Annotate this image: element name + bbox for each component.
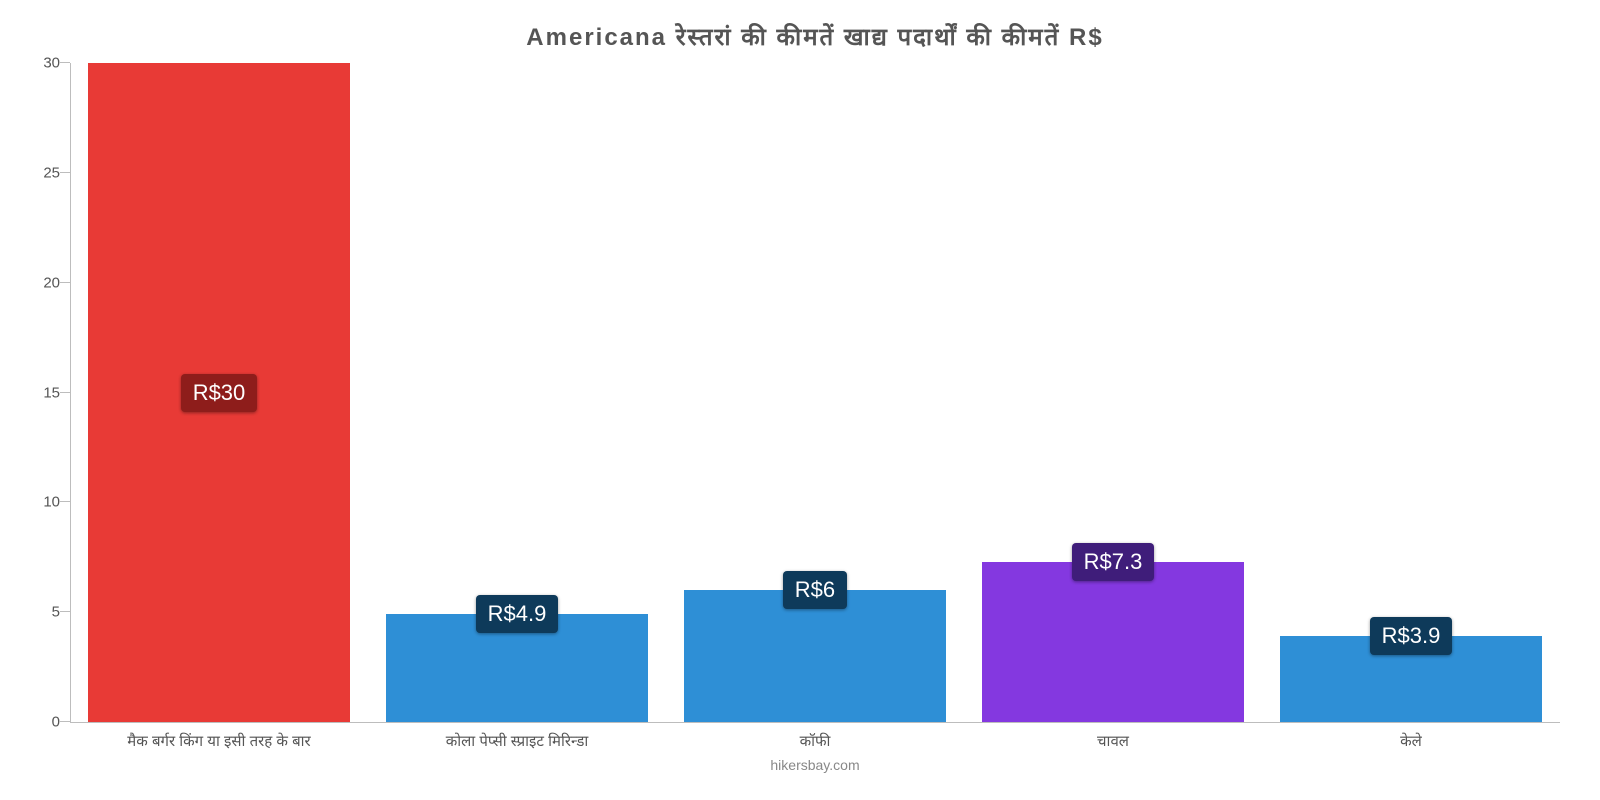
bar-slot: R$6	[666, 63, 964, 722]
plot-area: 051015202530 R$30R$4.9R$6R$7.3R$3.9	[70, 63, 1560, 723]
y-tick-label: 10	[20, 494, 60, 511]
chart-title: Americana रेस्तरां की कीमतें खाद्य पदार्…	[70, 20, 1560, 53]
bar: R$4.9	[386, 614, 648, 722]
y-tick-label: 15	[20, 384, 60, 401]
bar: R$30	[88, 63, 350, 722]
y-tick	[60, 172, 70, 173]
y-tick	[60, 62, 70, 63]
value-badge: R$6	[783, 571, 847, 609]
x-axis-labels: मैक बर्गर किंग या इसी तरह के बारकोला पेप…	[70, 731, 1560, 751]
bar: R$3.9	[1280, 636, 1542, 722]
y-tick	[60, 611, 70, 612]
y-tick-label: 30	[20, 55, 60, 72]
y-tick	[60, 282, 70, 283]
value-badge: R$3.9	[1370, 617, 1453, 655]
bar-slot: R$30	[70, 63, 368, 722]
y-tick	[60, 501, 70, 502]
y-tick-label: 5	[20, 604, 60, 621]
value-badge: R$4.9	[476, 595, 559, 633]
y-tick-label: 0	[20, 714, 60, 731]
y-tick-label: 25	[20, 164, 60, 181]
x-tick-label: चावल	[964, 731, 1262, 751]
bars-container: R$30 R$4.9 R$6 R$7.3 R$3.9	[70, 63, 1560, 722]
x-tick-label: केले	[1262, 731, 1560, 751]
price-chart: Americana रेस्तरां की कीमतें खाद्य पदार्…	[0, 0, 1600, 800]
bar-slot: R$4.9	[368, 63, 666, 722]
value-badge: R$30	[181, 374, 258, 412]
bar: R$6	[684, 590, 946, 722]
x-tick-label: कॉफी	[666, 731, 964, 751]
x-tick-label: कोला पेप्सी स्प्राइट मिरिन्डा	[368, 731, 666, 751]
bar-slot: R$3.9	[1262, 63, 1560, 722]
y-tick-label: 20	[20, 274, 60, 291]
bar: R$7.3	[982, 562, 1244, 722]
y-tick	[60, 392, 70, 393]
value-badge: R$7.3	[1072, 543, 1155, 581]
y-tick	[60, 721, 70, 722]
x-tick-label: मैक बर्गर किंग या इसी तरह के बार	[70, 731, 368, 751]
bar-slot: R$7.3	[964, 63, 1262, 722]
attribution-text: hikersbay.com	[70, 757, 1560, 773]
